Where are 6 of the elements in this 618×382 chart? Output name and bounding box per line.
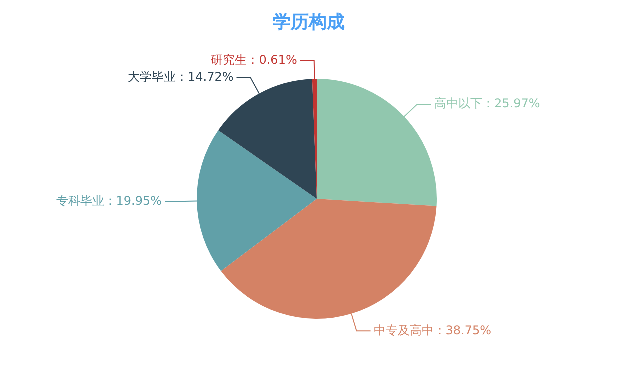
slice-label: 高中以下：25.97% <box>434 96 540 111</box>
slice-label: 专科毕业：19.95% <box>56 194 162 208</box>
slice-label: 中专及高中：38.75% <box>374 323 492 338</box>
slice-label: 研究生：0.61% <box>211 53 298 68</box>
slice-label: 大学毕业：14.72% <box>128 70 234 84</box>
chart-title: 学历构成 <box>272 11 346 34</box>
